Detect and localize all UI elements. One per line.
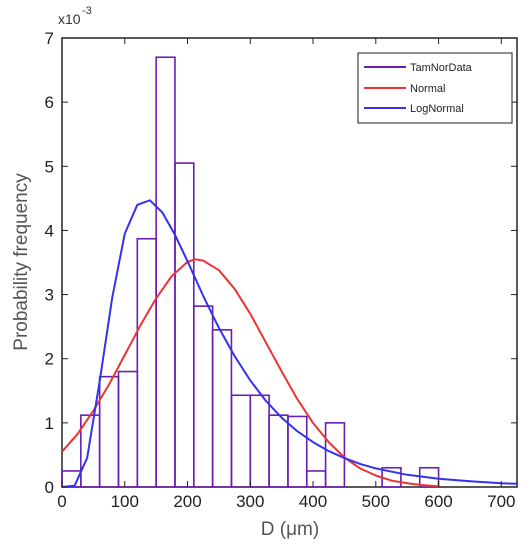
- legend: TamNorData Normal LogNormal: [357, 52, 513, 124]
- histogram-bar: [136, 237, 157, 488]
- x-tick-label: 300: [236, 492, 264, 511]
- histogram-bars: [61, 56, 440, 488]
- histogram-bar: [155, 56, 176, 488]
- y-axis: 0 1 2 3 4 5 6 7: [45, 29, 517, 497]
- x-tick-label: 600: [424, 492, 452, 511]
- x-axis-label: D (μm): [261, 519, 319, 540]
- y-multiplier-base: x10: [58, 11, 81, 27]
- histogram-bar: [249, 394, 270, 488]
- y-tick-label: 3: [45, 286, 54, 305]
- y-tick-label: 5: [45, 157, 54, 176]
- x-tick-label: 400: [299, 492, 327, 511]
- y-axis-label: Probability frequency: [11, 173, 32, 351]
- y-tick-label: 7: [45, 29, 54, 48]
- series-line-lognormal: [61, 199, 518, 488]
- legend-label-normal: Normal: [410, 83, 445, 95]
- histogram-bar: [418, 466, 440, 488]
- legend-label-tamnordata: TamNorData: [410, 62, 473, 74]
- histogram-bar: [324, 422, 346, 488]
- x-tick-label: 200: [173, 492, 201, 511]
- y-multiplier-exponent: -3: [82, 5, 92, 17]
- y-tick-label: 2: [45, 350, 54, 369]
- histogram-bar: [230, 394, 252, 488]
- y-tick-label: 6: [45, 93, 54, 112]
- x-tick-label: 500: [362, 492, 390, 511]
- histogram-bar: [98, 375, 120, 488]
- x-tick-label: 0: [57, 492, 66, 511]
- histogram-bar: [287, 415, 308, 488]
- histogram-bar: [211, 329, 233, 488]
- histogram-bar: [174, 162, 195, 488]
- fit-curves: [61, 199, 518, 488]
- x-tick-label: 100: [111, 492, 139, 511]
- histogram-bar: [268, 414, 289, 488]
- y-multiplier-label: x10 -3: [58, 5, 92, 27]
- y-tick-label: 0: [45, 478, 54, 497]
- y-tick-label: 1: [45, 414, 54, 433]
- histogram-bar: [192, 305, 214, 488]
- x-axis: 0 100 200 300 400 500 600 700: [57, 38, 515, 511]
- histogram-bar: [305, 470, 327, 488]
- legend-label-lognormal: LogNormal: [410, 103, 464, 115]
- x-tick-label: 700: [487, 492, 515, 511]
- histogram-bar: [117, 370, 139, 488]
- plot-area: 0 100 200 300 400 500 600 700 0 1 2 3 4 5 6 7: [45, 29, 518, 511]
- series-line-normal: [61, 258, 439, 488]
- y-tick-label: 4: [45, 221, 54, 240]
